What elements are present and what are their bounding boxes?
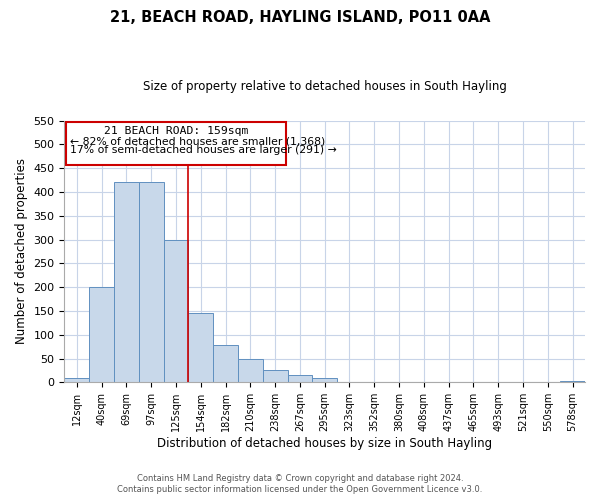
Bar [287,375,313,382]
Bar [313,378,337,382]
Bar [114,182,139,382]
Bar [89,287,114,382]
Title: Size of property relative to detached houses in South Hayling: Size of property relative to detached ho… [143,80,506,93]
FancyBboxPatch shape [67,122,286,166]
Bar [263,370,287,382]
Y-axis label: Number of detached properties: Number of detached properties [15,158,28,344]
Bar [139,182,164,382]
Bar [188,314,213,382]
Text: Contains HM Land Registry data © Crown copyright and database right 2024.
Contai: Contains HM Land Registry data © Crown c… [118,474,482,494]
Bar [164,240,188,382]
Text: 17% of semi-detached houses are larger (291) →: 17% of semi-detached houses are larger (… [70,146,337,156]
Bar [238,360,263,382]
Text: 21 BEACH ROAD: 159sqm: 21 BEACH ROAD: 159sqm [104,126,248,136]
Bar [64,378,89,382]
Text: 21, BEACH ROAD, HAYLING ISLAND, PO11 0AA: 21, BEACH ROAD, HAYLING ISLAND, PO11 0AA [110,10,490,25]
Text: ← 82% of detached houses are smaller (1,368): ← 82% of detached houses are smaller (1,… [70,136,325,146]
X-axis label: Distribution of detached houses by size in South Hayling: Distribution of detached houses by size … [157,437,492,450]
Bar [560,381,585,382]
Bar [213,345,238,383]
